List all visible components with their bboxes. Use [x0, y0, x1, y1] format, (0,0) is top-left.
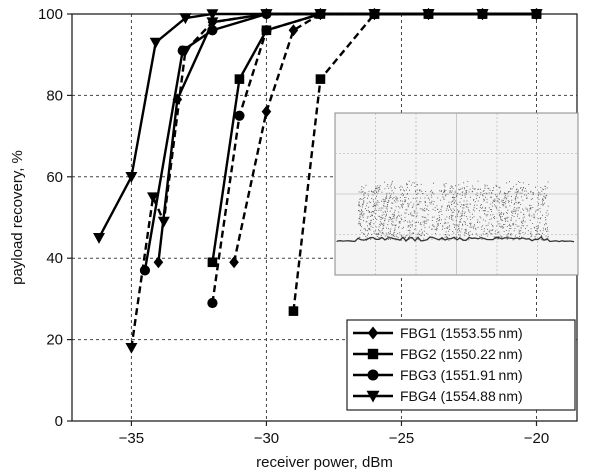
x-tick-label: −20 [524, 430, 549, 447]
data-point-circle [207, 297, 218, 309]
data-point-triangle-down [179, 13, 192, 25]
legend-label: FBG1 (1553.55 nm) [400, 325, 523, 341]
data-point-diamond [153, 256, 164, 269]
data-point-diamond [229, 256, 239, 269]
legend-entry: FBG3 (1551.91 nm) [353, 367, 523, 383]
data-point-square [288, 306, 299, 316]
data-point-triangle-down [260, 9, 273, 20]
data-point-square [207, 257, 218, 268]
series-group [93, 8, 543, 354]
data-point-triangle-down [206, 17, 219, 29]
data-point-triangle-down [147, 192, 160, 204]
data-point-triangle-down [530, 9, 543, 20]
legend-label: FBG3 (1551.91 nm) [400, 367, 523, 383]
inset-baseline-trace [336, 236, 575, 243]
y-tick-label: 40 [46, 250, 63, 267]
inset-signal-noise [358, 180, 549, 241]
legend-entry: FBG2 (1550.22 nm) [353, 346, 523, 362]
legend-entry: FBG4 (1554.88 nm) [353, 388, 523, 404]
data-point-triangle-down [157, 216, 170, 228]
y-tick-label: 20 [46, 332, 63, 349]
data-point-square [367, 348, 379, 360]
data-point-triangle-down [125, 342, 138, 354]
legend-label: FBG2 (1550.22 nm) [400, 346, 523, 362]
data-point-triangle-down [149, 37, 162, 49]
data-point-circle [234, 110, 245, 121]
legend-entry: FBG1 (1553.55 nm) [353, 325, 523, 341]
data-point-diamond [367, 326, 379, 340]
data-point-diamond [261, 105, 272, 118]
data-point-triangle-down [366, 390, 380, 403]
y-axis-label: payload recovery, % [9, 150, 26, 285]
data-point-triangle-down [368, 9, 381, 20]
y-tick-label: 60 [46, 169, 63, 186]
legend: FBG1 (1553.55 nm) FBG2 (1550.22 nm) FBG3 (… [346, 319, 576, 411]
data-point-triangle-down [422, 9, 435, 20]
data-point-triangle-down [314, 9, 327, 20]
y-tick-label: 100 [38, 6, 63, 23]
x-axis-label: receiver power, dBm [256, 454, 393, 471]
data-point-circle [367, 369, 379, 381]
series-8 [125, 9, 543, 354]
data-point-triangle-down [206, 9, 219, 20]
data-point-circle [261, 25, 272, 36]
x-tick-label: −35 [119, 430, 144, 447]
data-point-triangle-down [125, 172, 138, 183]
x-tick-label: −30 [254, 430, 279, 447]
data-point-diamond [288, 24, 299, 37]
axis-ticks: −35 −30 −25 −20 0 20 40 60 80 100 [38, 6, 549, 447]
legend-label: FBG4 (1554.88 nm) [400, 388, 523, 404]
data-point-triangle-down [93, 233, 106, 244]
data-point-circle [207, 25, 218, 36]
y-tick-label: 0 [55, 413, 63, 430]
data-point-square [234, 74, 245, 84]
x-tick-label: −25 [389, 430, 414, 447]
data-point-triangle-down [179, 45, 192, 57]
data-point-square [315, 74, 326, 84]
y-tick-label: 80 [46, 87, 63, 104]
data-point-triangle-down [476, 9, 489, 20]
inset-waveform-image [334, 112, 579, 276]
